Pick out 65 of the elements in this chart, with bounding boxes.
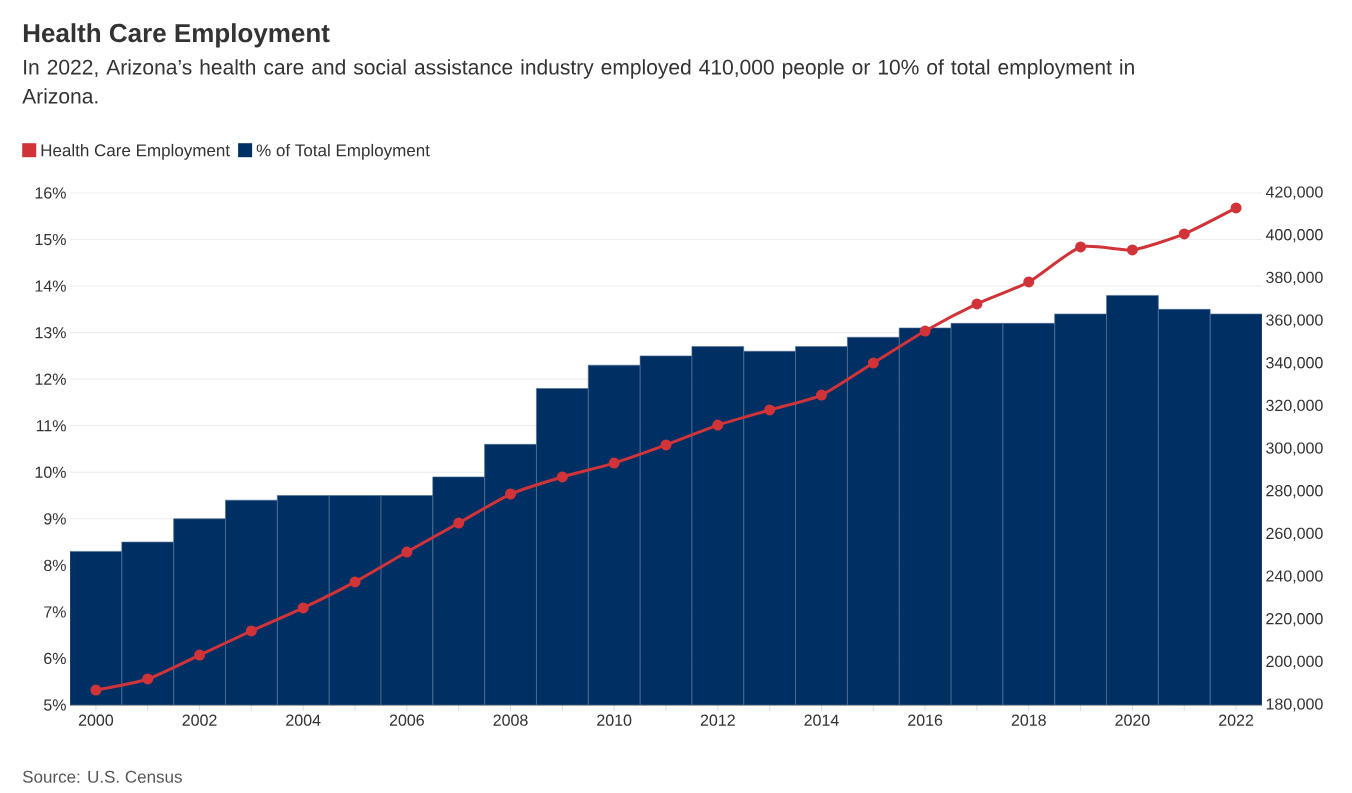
point (1230, 202, 1242, 214)
point (660, 439, 672, 451)
point (556, 471, 568, 483)
point (867, 357, 879, 369)
point (971, 298, 983, 310)
point (1075, 241, 1087, 253)
y2-tick-label: 340,000 (1266, 357, 1323, 371)
y-tick-label: 12% (35, 373, 66, 385)
point (505, 488, 517, 500)
point (194, 649, 206, 661)
y2-tick-label: 380,000 (1266, 271, 1323, 285)
point (90, 684, 102, 696)
x-tick-label: 2022 (1219, 714, 1254, 726)
point (1023, 276, 1035, 288)
point (815, 389, 827, 401)
point (297, 602, 309, 614)
x-tick-label: 2006 (389, 714, 424, 726)
y2-tick-label: 180,000 (1266, 698, 1323, 712)
x-tick-label: 2000 (78, 714, 114, 726)
x-tick-label: 2012 (700, 714, 735, 726)
point (1178, 228, 1190, 240)
x-tick-label: 2008 (493, 714, 528, 726)
point (712, 419, 724, 431)
point (1126, 244, 1138, 256)
y-tick-label: 6% (44, 652, 66, 665)
x-tick-label: 2002 (182, 714, 217, 726)
point (919, 325, 931, 337)
x-tick-label: 2010 (597, 714, 632, 726)
source-note: Source: U.S. Census (22, 770, 182, 783)
y2-tick-label: 420,000 (1265, 186, 1323, 200)
y-tick-label: 11% (36, 420, 66, 432)
x-tick-label: 2016 (908, 714, 943, 726)
point (764, 404, 776, 416)
x-tick-label: 2018 (1011, 714, 1046, 726)
y-tick-label: 14% (35, 280, 66, 292)
y-tick-label: 7% (44, 606, 66, 618)
y-tick-label: 15% (35, 233, 66, 246)
y2-tick-label: 220,000 (1266, 613, 1323, 627)
legend-label: Health Care Employment (41, 143, 230, 160)
y2-tick-label: 320,000 (1266, 399, 1323, 413)
y2-tick-label: 200,000 (1266, 655, 1323, 669)
legend-label: % of Total Employment (256, 143, 430, 160)
y2-tick-label: 400,000 (1265, 229, 1323, 243)
x-tick-label: 2004 (286, 714, 321, 726)
y-tick-label: 8% (44, 559, 66, 572)
chart-subtitle: In 2022, Arizona’s health care and social assistance industry employed 410,000 people or 10% of total employment in Arizona. (22, 59, 1134, 104)
y2-tick-label: 280,000 (1266, 485, 1323, 499)
x-tick-label: 2014 (804, 714, 839, 726)
chart-title: Health Care Employment (23, 23, 330, 48)
point (401, 546, 413, 558)
point (349, 576, 361, 588)
point (608, 457, 620, 469)
y2-tick-label: 300,000 (1266, 442, 1323, 456)
y-tick-label: 10% (35, 466, 66, 478)
y2-tick-label: 260,000 (1266, 527, 1323, 541)
y-tick-label: 13% (35, 326, 66, 339)
point (245, 625, 257, 637)
x-tick-label: 2020 (1115, 714, 1150, 726)
point (142, 673, 154, 685)
y2-tick-label: 360,000 (1266, 314, 1323, 328)
point (453, 517, 465, 529)
y-tick-label: 16% (35, 187, 66, 199)
y-tick-label: 5% (43, 699, 66, 711)
y-tick-label: 9% (44, 513, 66, 525)
y2-tick-label: 240,000 (1266, 570, 1323, 584)
